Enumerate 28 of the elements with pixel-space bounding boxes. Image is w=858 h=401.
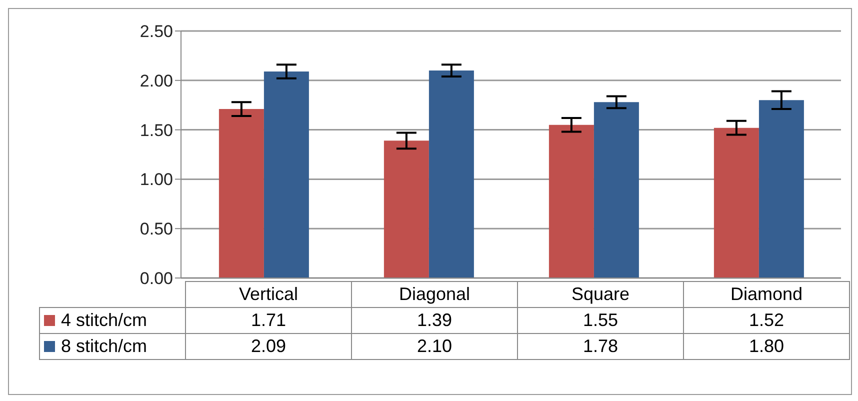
data-label: 1.39 [352,308,518,334]
legend-label: 4 stitch/cm [40,308,186,334]
data-label: 1.78 [518,334,684,360]
data-label: 2.10 [352,334,518,360]
bar [428,70,474,278]
bar [548,124,594,278]
bar [264,72,309,278]
data-label: 1.55 [518,308,684,334]
x-tick-label: Diamond [684,282,850,308]
x-tick-label: Square [518,282,684,308]
y-tick-label: 1.50 [140,120,173,140]
y-tick-label: 0.50 [140,220,173,239]
x-tick-label: Diagonal [352,282,518,308]
bar [714,128,759,278]
bar [758,100,804,278]
bar [218,109,264,278]
y-tick-label: 1.00 [140,170,173,190]
y-tick-label: 0.00 [140,269,173,288]
y-tick-label: 2.00 [140,71,173,90]
legend-label: 8 stitch/cm [40,334,186,360]
data-label: 1.52 [684,308,850,334]
data-label: 1.80 [684,334,850,360]
data-label: 1.71 [186,308,352,334]
x-tick-label: Vertical [186,282,352,308]
bar [384,140,429,278]
data-label: 2.09 [186,334,352,360]
bar [594,102,639,278]
y-tick-label: 2.50 [140,22,173,42]
